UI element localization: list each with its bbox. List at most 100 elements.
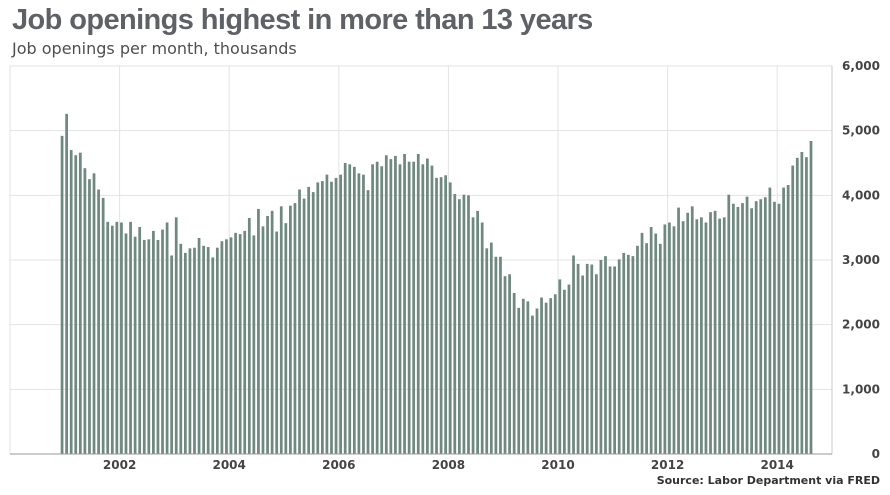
bar xyxy=(741,203,744,454)
bar xyxy=(563,289,566,454)
bar xyxy=(640,232,644,454)
bar xyxy=(754,201,758,454)
bar xyxy=(763,197,767,455)
bar xyxy=(92,173,96,454)
bar xyxy=(658,243,662,454)
bar xyxy=(777,203,781,454)
bar xyxy=(339,174,342,454)
x-tick-label: 2012 xyxy=(651,458,684,472)
bar xyxy=(686,212,690,454)
bar xyxy=(773,201,776,454)
bar xyxy=(768,187,772,454)
bar xyxy=(193,247,196,454)
bar xyxy=(695,219,699,454)
bar xyxy=(572,255,575,454)
bar xyxy=(809,141,813,454)
bar xyxy=(325,174,329,454)
bar xyxy=(558,279,562,454)
bars xyxy=(60,113,813,455)
bar xyxy=(211,257,215,454)
bar xyxy=(636,245,639,454)
bar xyxy=(503,276,507,454)
bar xyxy=(805,157,808,454)
bar xyxy=(407,161,411,454)
bar xyxy=(782,187,785,454)
bar xyxy=(220,241,224,454)
bar xyxy=(581,275,585,454)
bar xyxy=(517,307,521,454)
bar xyxy=(380,166,384,454)
y-tick-label: 5,000 xyxy=(842,124,880,138)
bar xyxy=(78,152,82,455)
bar xyxy=(649,227,653,454)
axes xyxy=(10,66,833,455)
bar xyxy=(343,163,347,454)
bar xyxy=(540,297,543,454)
bar xyxy=(590,264,594,454)
bar xyxy=(225,239,228,454)
bar xyxy=(284,223,288,454)
bar xyxy=(138,227,142,454)
bar xyxy=(604,256,607,454)
x-tick-label: 2008 xyxy=(432,458,465,472)
bar xyxy=(745,196,749,455)
source-note: Source: Labor Department via FRED xyxy=(656,474,880,487)
bar xyxy=(704,222,708,454)
bar xyxy=(576,263,580,454)
bar xyxy=(654,233,658,454)
bar xyxy=(106,221,110,454)
bar xyxy=(722,217,726,454)
bar xyxy=(750,208,753,454)
bar xyxy=(448,182,452,454)
bar xyxy=(307,186,311,454)
bar xyxy=(124,233,128,454)
y-tick-label: 1,000 xyxy=(842,382,880,396)
bar xyxy=(60,135,64,454)
bar xyxy=(613,266,616,454)
x-axis-ticks: 2002 2004 2006 2008 2010 2012 2014 xyxy=(103,458,794,472)
bar xyxy=(462,194,466,455)
bar xyxy=(426,158,429,454)
bar xyxy=(398,164,402,454)
bar xyxy=(110,225,114,454)
bar xyxy=(320,181,324,454)
bar xyxy=(101,197,105,455)
bar xyxy=(215,247,219,454)
bar xyxy=(681,221,685,454)
bar xyxy=(183,252,187,454)
bar xyxy=(759,199,763,454)
bar xyxy=(371,164,374,454)
bar xyxy=(147,239,151,454)
y-tick-label: 2,000 xyxy=(842,318,880,332)
bar xyxy=(494,256,498,454)
bar xyxy=(626,254,630,454)
bar xyxy=(535,308,539,454)
bar xyxy=(133,236,137,454)
y-tick-label: 4,000 xyxy=(842,188,880,202)
bar xyxy=(709,212,712,454)
bar xyxy=(257,208,260,454)
bar xyxy=(394,155,397,455)
bar xyxy=(476,210,479,454)
bar xyxy=(645,243,648,454)
bar xyxy=(795,157,799,454)
bar xyxy=(585,263,589,454)
bar xyxy=(289,205,292,454)
bar xyxy=(238,234,242,454)
bar xyxy=(727,194,731,455)
bar xyxy=(421,164,425,454)
bar xyxy=(791,165,795,454)
bar xyxy=(83,168,87,454)
bar xyxy=(206,247,210,454)
y-tick-label: 0 xyxy=(872,447,880,461)
bar xyxy=(115,221,119,454)
bar xyxy=(362,174,365,454)
bar xyxy=(480,222,484,454)
bar xyxy=(499,256,502,454)
x-tick-label: 2014 xyxy=(760,458,793,472)
bar xyxy=(247,217,251,454)
bar xyxy=(389,159,393,454)
bar xyxy=(800,152,804,455)
bar xyxy=(471,217,475,454)
